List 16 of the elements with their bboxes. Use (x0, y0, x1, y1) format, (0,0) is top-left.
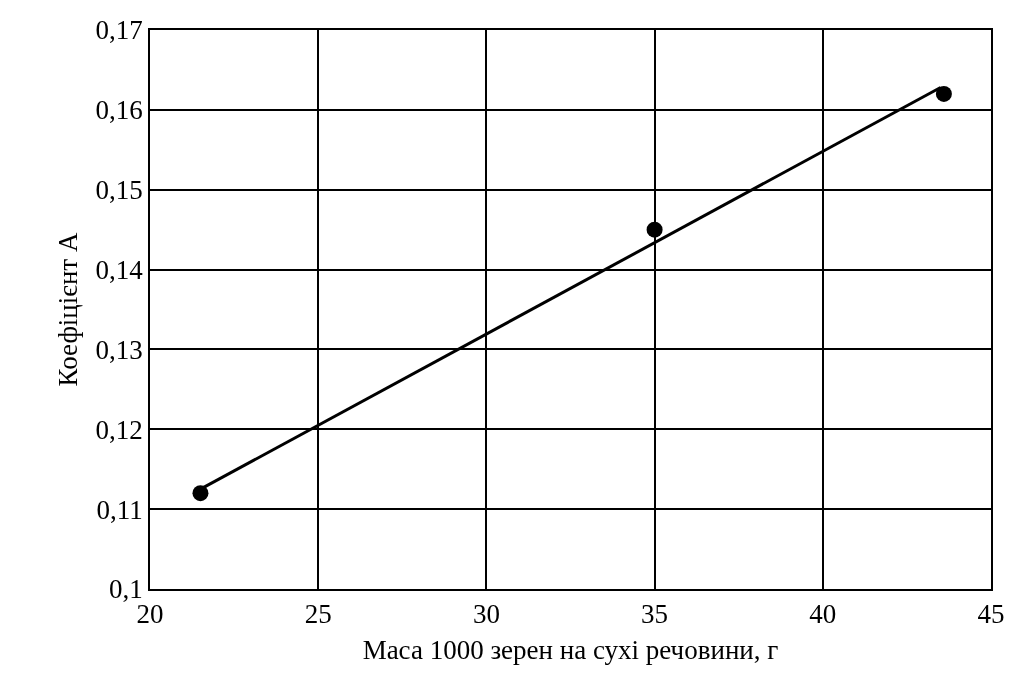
x-tick-label: 25 (304, 599, 332, 630)
point (935, 85, 952, 102)
point (646, 221, 663, 238)
y-axis-title: Коефіцієнт А (53, 232, 84, 387)
x-tick-label: 35 (641, 599, 669, 630)
x-tick-label: 45 (977, 599, 1005, 630)
x-axis-title: Маса 1000 зерен на сухі речовини, г (362, 635, 779, 666)
y-tick-label: 0,16 (95, 95, 143, 126)
y-tick-label: 0,15 (95, 175, 143, 206)
y-tick-label: 0,12 (95, 414, 143, 445)
x-tick-label: 30 (472, 599, 500, 630)
y-tick-label: 0,17 (95, 15, 143, 46)
x-tick-label: 40 (809, 599, 837, 630)
y-tick-label: 0,14 (95, 255, 144, 286)
y-tick-label: 0,11 (96, 494, 143, 525)
y-tick-label: 0,13 (95, 334, 143, 365)
